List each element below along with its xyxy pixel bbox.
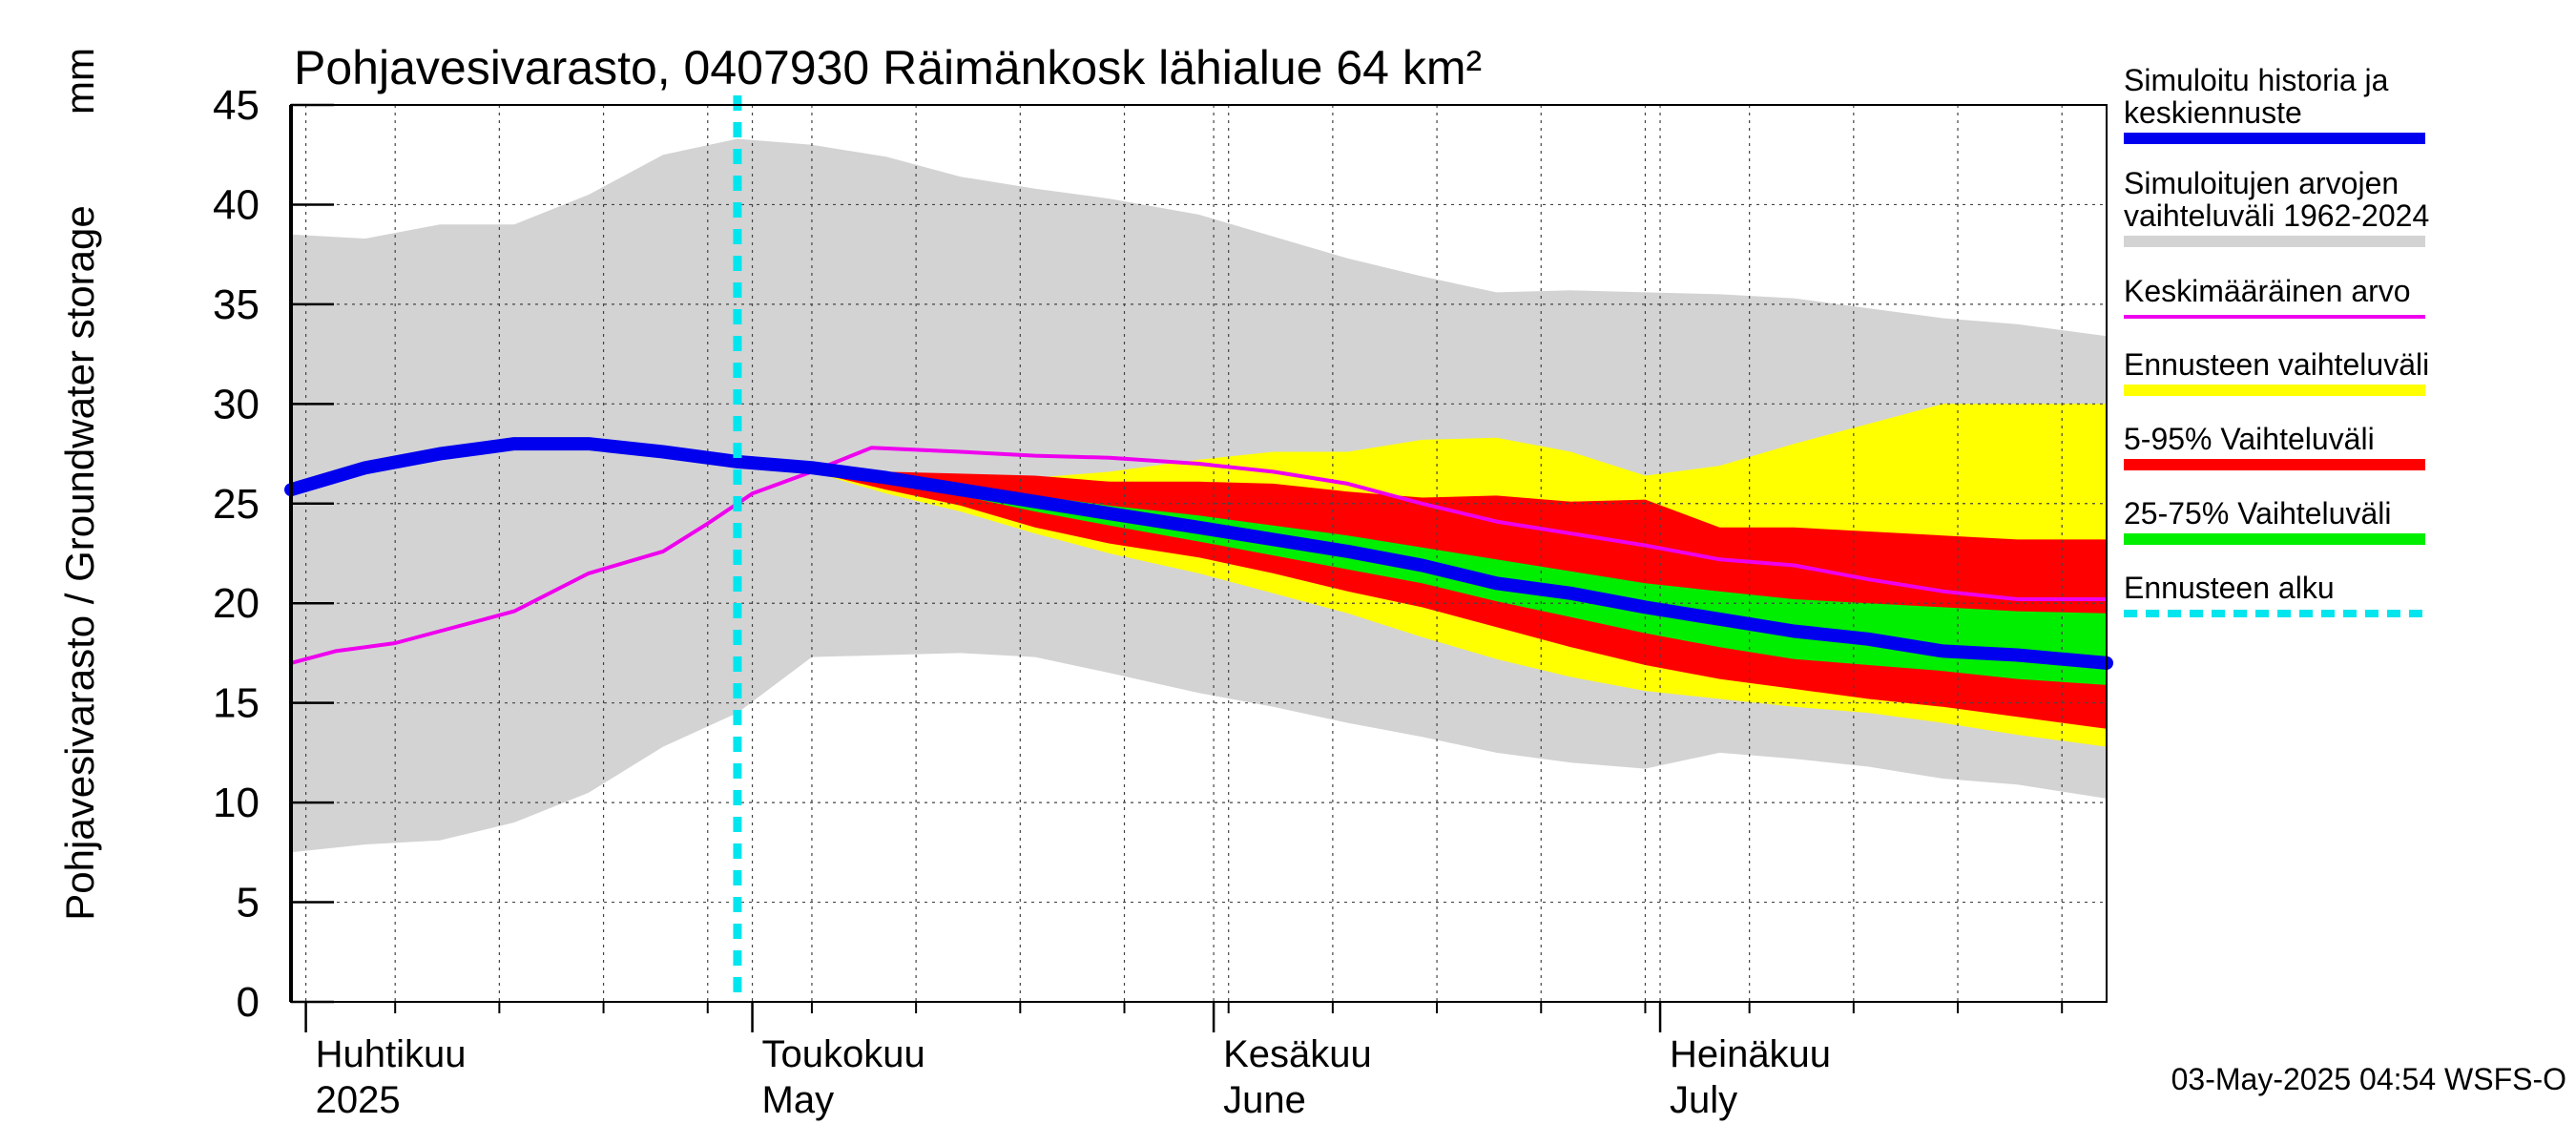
legend-item-25-75-vaihteluv-li: 25-75% Vaihteluväli <box>2124 496 2425 545</box>
legend-item-simuloitujen-arvojen-vaihteluv-li-1962-2024: Simuloitujen arvojen vaihteluväli 1962-20… <box>2124 166 2429 247</box>
range-bands <box>291 138 2107 853</box>
legend-item-keskim-r-inen-arvo: Keskimääräinen arvo <box>2124 274 2425 319</box>
x-month-label-en: May <box>762 1079 835 1121</box>
x-month-label-fi: Huhtikuu <box>316 1033 467 1075</box>
legend-item-ennusteen-alku-label: Ennusteen alku <box>2124 571 2335 605</box>
y-tick-label-0: 0 <box>237 979 260 1026</box>
legend-item-simuloitu-historia-ja-keskiennuste-label: Simuloitu historia ja keskiennuste <box>2124 63 2389 130</box>
y-tick-label-40: 40 <box>213 181 260 228</box>
band-5-95-vaihteluv-li <box>737 461 2107 729</box>
legend-item-ennusteen-vaihteluv-li-label: Ennusteen vaihteluväli <box>2124 347 2429 382</box>
legend-item-5-95-vaihteluv-li: 5-95% Vaihteluväli <box>2124 422 2425 470</box>
series-lines <box>284 95 2113 1004</box>
legend-item-simuloitujen-arvojen-vaihteluv-li-1962-2024-label: Simuloitujen arvojen vaihteluväli 1962-20… <box>2124 166 2429 233</box>
x-month-label-fi: Heinäkuu <box>1670 1033 1831 1075</box>
series-mean-line <box>290 446 2107 665</box>
y-tick-label-30: 30 <box>213 381 260 427</box>
legend-item-ennusteen-alku: Ennusteen alku <box>2124 571 2425 617</box>
chart-text: Pohjavesivarasto, 0407930 Räimänkosk läh… <box>57 41 2566 1096</box>
axes: 051015202530354045Huhtikuu2025ToukokuuMa… <box>213 82 2108 1121</box>
y-tick-label-45: 45 <box>213 82 260 129</box>
y-tick-label-20: 20 <box>213 580 260 627</box>
x-month-label-en: 2025 <box>316 1079 401 1121</box>
legend: Simuloitu historia ja keskiennuste Simuloi… <box>2124 63 2429 617</box>
x-month-label-fi: Toukokuu <box>762 1033 925 1075</box>
legend-item-5-95-vaihteluv-li-label: 5-95% Vaihteluväli <box>2124 422 2375 456</box>
legend-item-25-75-vaihteluv-li-label: 25-75% Vaihteluväli <box>2124 496 2391 531</box>
x-month-label-en: July <box>1670 1079 1737 1121</box>
y-tick-label-25: 25 <box>213 481 260 528</box>
y-tick-label-35: 35 <box>213 281 260 328</box>
legend-item-simuloitu-historia-ja-keskiennuste: Simuloitu historia ja keskiennuste <box>2124 63 2425 144</box>
footer-timestamp: 03-May-2025 04:54 WSFS-O <box>2171 1062 2566 1096</box>
y-tick-label-15: 15 <box>213 680 260 727</box>
y-axis-label: Pohjavesivarasto / Groundwater storage <box>57 205 102 920</box>
legend-item-keskim-r-inen-arvo-label: Keskimääräinen arvo <box>2124 274 2411 308</box>
x-month-label-fi: Kesäkuu <box>1223 1033 1372 1075</box>
chart-title: Pohjavesivarasto, 0407930 Räimänkosk läh… <box>294 41 1482 94</box>
legend-item-ennusteen-vaihteluv-li: Ennusteen vaihteluväli <box>2124 347 2429 396</box>
series-simulated-line <box>284 437 2113 670</box>
x-month-label-en: June <box>1223 1079 1306 1121</box>
y-tick-label-5: 5 <box>237 880 260 926</box>
y-tick-label-10: 10 <box>213 780 260 826</box>
y-axis-unit: mm <box>57 48 102 114</box>
